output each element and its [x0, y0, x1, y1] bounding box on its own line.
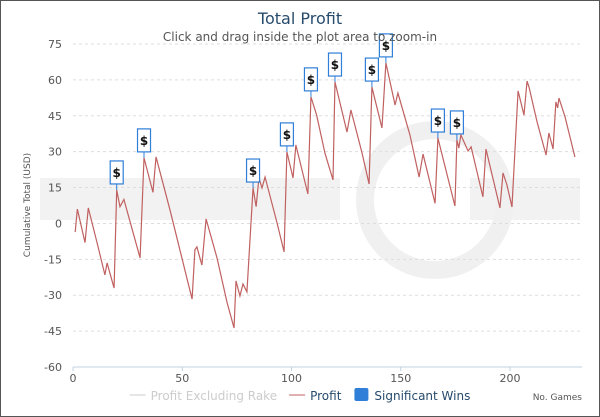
legend-item-profit[interactable]: Profit — [289, 389, 342, 403]
x-tick-label: 100 — [281, 372, 302, 385]
significant-win-flag[interactable]: $ — [279, 122, 295, 152]
legend-label: Profit Excluding Rake — [151, 389, 277, 403]
dollar-icon: $ — [283, 128, 291, 142]
dollar-icon: $ — [368, 63, 376, 77]
y-axis-label: Cumulative Total (USD) — [23, 153, 33, 257]
y-tick-label: 0 — [55, 217, 62, 230]
significant-win-flag[interactable]: $ — [303, 67, 319, 97]
dollar-icon: $ — [434, 114, 442, 128]
legend-item-significant-wins[interactable]: Significant Wins — [354, 388, 470, 403]
chart-title: Total Profit — [257, 9, 342, 28]
profit-line — [74, 62, 576, 329]
x-tick-label: 200 — [500, 372, 521, 385]
sharkscope-watermark-logo — [40, 121, 580, 279]
dollar-icon: $ — [453, 116, 461, 130]
legend-item-profit-excluding-rake[interactable]: Profit Excluding Rake — [129, 389, 277, 403]
flag-box — [449, 110, 465, 135]
flag-box — [303, 67, 319, 92]
flag-box — [279, 122, 295, 147]
y-tick-label: -15 — [44, 253, 62, 266]
legend-square-icon — [354, 388, 369, 401]
dollar-icon: $ — [140, 134, 148, 148]
legend-label: Significant Wins — [374, 389, 470, 403]
legend-label: Profit — [310, 389, 342, 403]
x-axis-label: No. Games — [533, 393, 583, 403]
flag-box — [364, 57, 380, 82]
flag-box — [109, 160, 124, 185]
significant-win-flag[interactable]: $ — [430, 108, 445, 139]
significant-win-flag[interactable]: $ — [364, 57, 380, 88]
x-tick-label: 50 — [175, 372, 189, 385]
significant-win-flag[interactable]: $ — [109, 160, 124, 190]
flag-box — [136, 128, 152, 153]
x-tick-label: 150 — [390, 372, 411, 385]
y-tick-label: 15 — [48, 182, 62, 195]
y-tick-label: -60 — [44, 361, 62, 374]
flag-box — [378, 33, 393, 58]
y-tick-label: 30 — [48, 146, 62, 159]
dollar-icon: $ — [331, 58, 339, 72]
dollar-icon: $ — [113, 166, 121, 180]
y-tick-label: 75 — [48, 38, 62, 51]
significant-win-flag[interactable]: $ — [378, 33, 393, 63]
flag-box — [327, 52, 343, 77]
y-tick-label: 60 — [48, 74, 62, 87]
dollar-icon: $ — [382, 39, 390, 53]
legend: Profit Excluding Rake Profit Significant… — [129, 388, 470, 403]
dollar-icon: $ — [249, 164, 257, 178]
flag-box — [430, 108, 445, 133]
significant-win-flag[interactable]: $ — [449, 110, 465, 140]
y-tick-label: -30 — [44, 289, 62, 302]
x-tick-label: 0 — [70, 372, 77, 385]
significant-win-flag[interactable]: $ — [245, 158, 261, 189]
dollar-icon: $ — [307, 73, 315, 87]
y-tick-label: 45 — [48, 110, 62, 123]
significant-win-flag[interactable]: $ — [136, 128, 152, 158]
flag-box — [245, 158, 261, 183]
significant-win-flag[interactable]: $ — [327, 52, 343, 83]
y-tick-label: -45 — [44, 325, 62, 338]
chart-subtitle: Click and drag inside the plot area to z… — [163, 30, 437, 44]
